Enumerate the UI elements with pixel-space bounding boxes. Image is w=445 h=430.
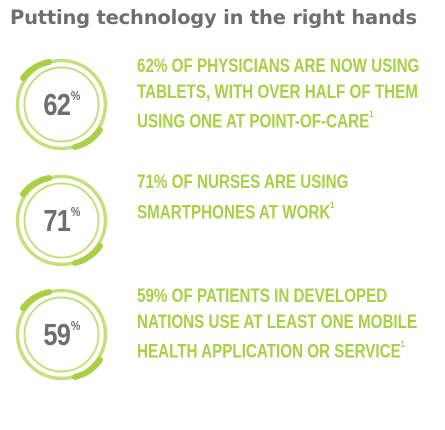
stat-description: 71% of nurses are using smartphones at w… (137, 172, 349, 223)
percent-value: 71% (43, 202, 80, 238)
percent-badge: 71% (9, 168, 114, 273)
ring-icon (15, 58, 108, 151)
ring-icon (15, 174, 108, 267)
percent-value: 62% (43, 86, 80, 122)
stat-description: 59% of patients in developed nations use… (137, 286, 418, 363)
page-title: Putting technology in the right hands (10, 6, 417, 29)
percent-value: 59% (43, 316, 80, 352)
stat-description: 62% of physicians are now using tablets,… (137, 56, 420, 133)
ring-icon (15, 288, 108, 381)
percent-badge: 59% (9, 282, 114, 387)
percent-badge: 62% (9, 52, 114, 157)
